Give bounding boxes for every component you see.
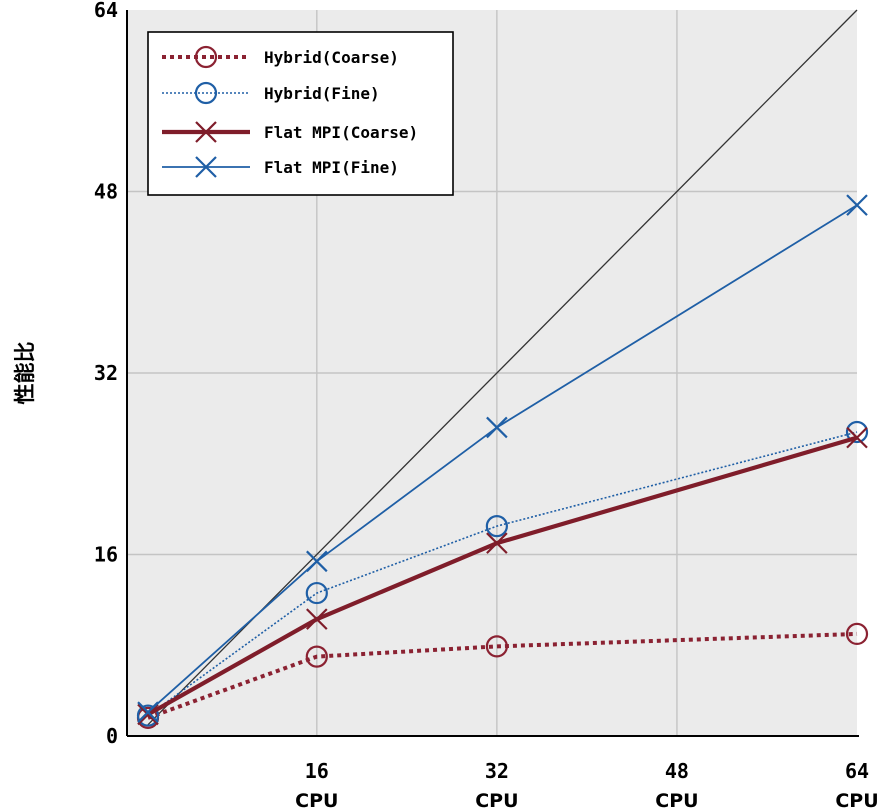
series-line [147, 431, 858, 717]
x-marker [137, 703, 159, 726]
circle-marker [305, 645, 328, 668]
axes [126, 10, 859, 737]
legend-box [147, 31, 454, 196]
y-tick-label: 48 [94, 180, 118, 204]
circle-marker [194, 81, 218, 105]
x-tick-label: 64 [845, 759, 869, 783]
x-tick-labels: 16 CPU 32 CPU 48 CPU 64 CPU [295, 759, 879, 812]
x-tick-unit: CPU [655, 790, 698, 812]
x-marker [486, 416, 508, 439]
circle-marker [194, 45, 218, 69]
series-hybrid-fine- [136, 420, 869, 727]
x-marker [306, 550, 328, 573]
x-marker [195, 156, 217, 178]
x-marker [137, 701, 159, 723]
series-flat-mpi-coarse- [137, 426, 868, 726]
x-tick-unit: CPU [835, 790, 878, 812]
x-tick-unit: CPU [295, 790, 338, 812]
series-line [147, 204, 858, 713]
circle-marker [845, 420, 869, 444]
series-flat-mpi-fine- [137, 194, 868, 723]
series-group [136, 194, 869, 729]
legend-label: Flat MPI(Coarse) [264, 123, 418, 142]
x-tick-label: 16 [305, 759, 329, 783]
series-line [146, 435, 858, 717]
legend-label: Hybrid(Fine) [264, 84, 380, 103]
x-tick-label: 32 [485, 759, 509, 783]
y-axis-label: 性能比 [13, 342, 37, 405]
y-tick-label: 0 [106, 724, 118, 748]
y-tick-labels: 0 16 32 48 64 [94, 0, 118, 748]
legend: Hybrid(Coarse) Hybrid(Fine) Flat MPI(Coars… [147, 31, 454, 196]
legend-label: Hybrid(Coarse) [264, 48, 399, 67]
circle-marker [845, 622, 869, 646]
x-marker [846, 194, 868, 216]
circle-marker [136, 704, 160, 727]
series-line [147, 631, 858, 720]
legend-label: Flat MPI(Fine) [264, 158, 399, 177]
x-marker [486, 532, 508, 554]
x-marker [846, 426, 868, 449]
x-tick-label: 48 [665, 759, 689, 783]
x-marker [306, 608, 328, 630]
y-tick-label: 16 [94, 543, 118, 567]
x-tick-unit: CPU [475, 790, 518, 812]
y-tick-label: 32 [94, 361, 118, 385]
y-tick-label: 64 [94, 0, 118, 22]
circle-marker [305, 581, 328, 605]
x-marker [195, 121, 217, 143]
circle-marker [485, 635, 508, 658]
circle-marker [485, 515, 508, 538]
